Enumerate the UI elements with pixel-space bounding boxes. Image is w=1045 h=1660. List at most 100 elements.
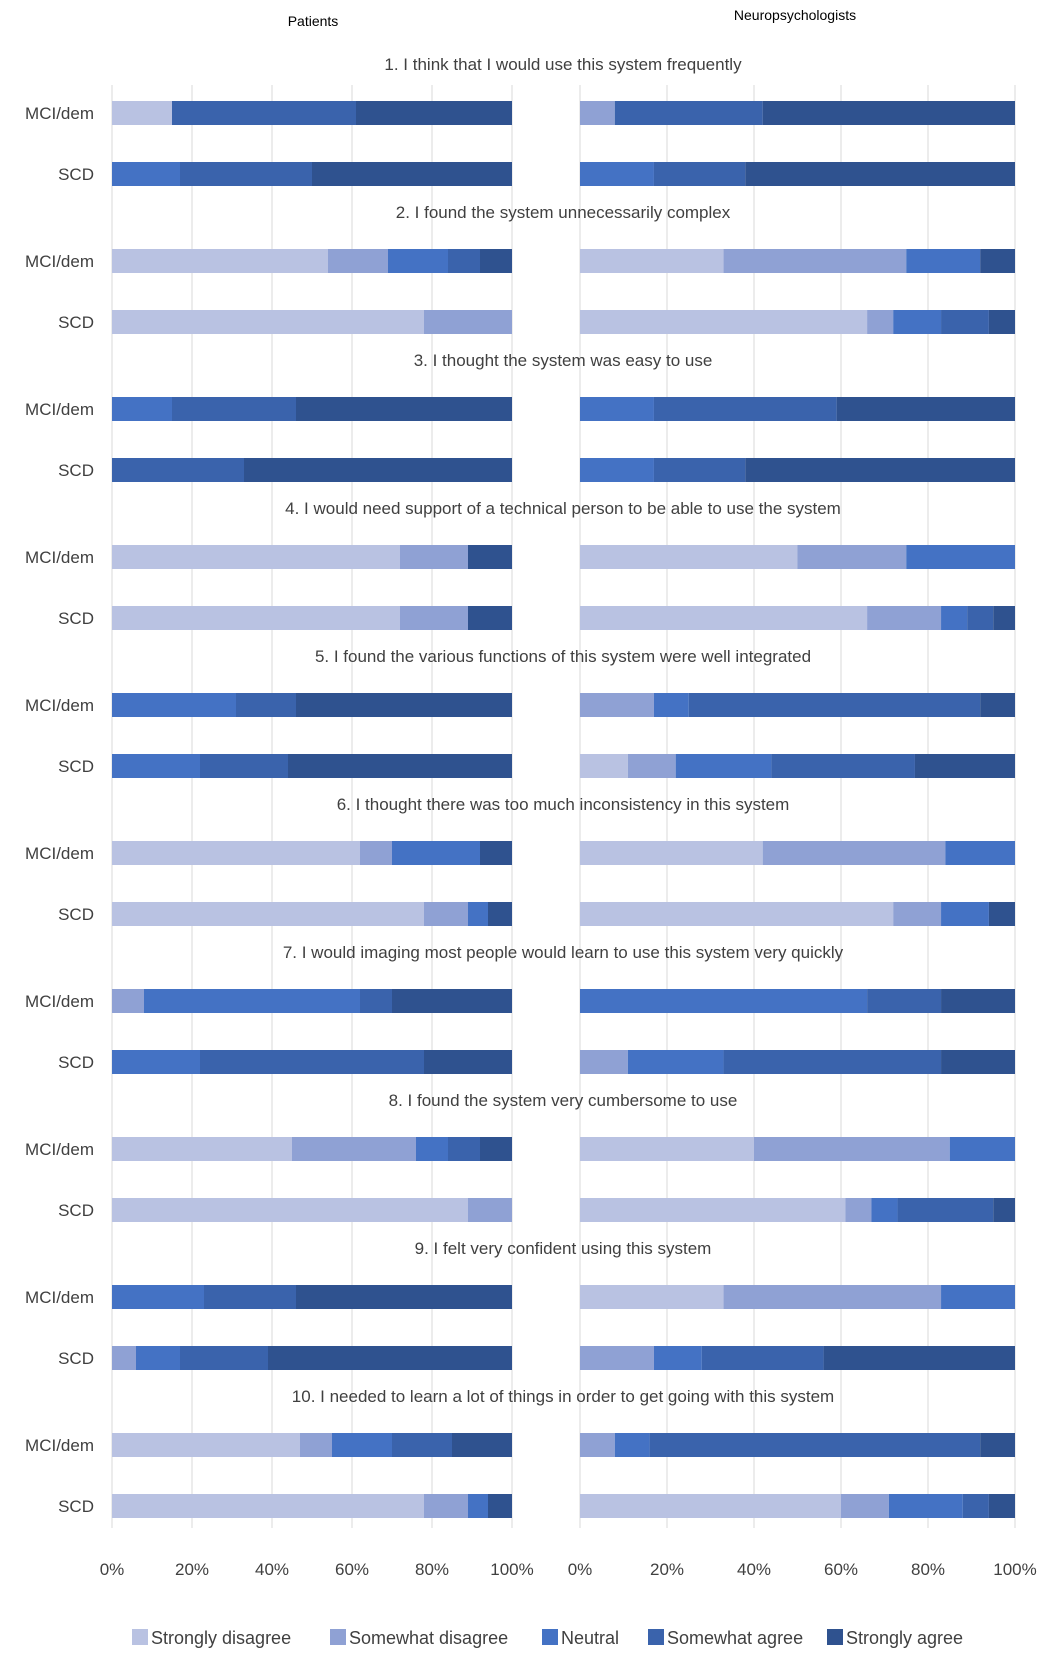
patients-tick-label: 60% <box>335 1560 369 1579</box>
bar-segment <box>580 1433 615 1457</box>
question-title: 6. I thought there was too much inconsis… <box>337 795 790 814</box>
bar-segment <box>871 1198 898 1222</box>
bar-segment <box>480 249 512 273</box>
bar-segment <box>962 1494 989 1518</box>
bar-segment <box>112 902 424 926</box>
bar-segment <box>893 310 942 334</box>
bar-segment <box>356 101 512 125</box>
neuro-tick-label: 80% <box>911 1560 945 1579</box>
bar-segment <box>360 841 392 865</box>
bar-segment <box>416 1137 448 1161</box>
bar-segment <box>580 1494 841 1518</box>
bar-segment <box>112 606 400 630</box>
neuro-tick-label: 60% <box>824 1560 858 1579</box>
row-label: SCD <box>58 1349 94 1368</box>
row-label: MCI/dem <box>25 696 94 715</box>
bar-segment <box>236 693 296 717</box>
bar-segment <box>980 693 1015 717</box>
row-label: MCI/dem <box>25 1140 94 1159</box>
bar-segment <box>762 841 946 865</box>
bar-segment <box>200 1050 424 1074</box>
row-label: MCI/dem <box>25 400 94 419</box>
bar-segment <box>993 1198 1015 1222</box>
row-label: MCI/dem <box>25 844 94 863</box>
bar-segment <box>580 101 615 125</box>
bar-segment <box>112 1050 200 1074</box>
bar-segment <box>941 1050 1015 1074</box>
bar-segment <box>112 397 172 421</box>
bar-segment <box>580 249 724 273</box>
bar-segment <box>797 545 907 569</box>
bar-segment <box>745 162 1015 186</box>
patients-tick-label: 80% <box>415 1560 449 1579</box>
row-label: SCD <box>58 1497 94 1516</box>
legend-swatch <box>330 1629 346 1645</box>
row-label: MCI/dem <box>25 1436 94 1455</box>
bar-segment <box>701 1346 824 1370</box>
bar-segment <box>112 693 236 717</box>
bar-segment <box>580 1346 654 1370</box>
row-label: MCI/dem <box>25 252 94 271</box>
patients-tick-label: 100% <box>490 1560 533 1579</box>
bar-segment <box>112 249 328 273</box>
bar-segment <box>180 162 312 186</box>
bar-segment <box>580 1137 754 1161</box>
patients-tick-label: 20% <box>175 1560 209 1579</box>
bar-segment <box>452 1433 512 1457</box>
bar-segment <box>172 397 296 421</box>
question-title: 5. I found the various functions of this… <box>315 647 811 666</box>
row-label: SCD <box>58 1053 94 1072</box>
bar-segment <box>360 989 392 1013</box>
bar-segment <box>941 1285 1015 1309</box>
bar-segment <box>941 989 1015 1013</box>
bar-segment <box>424 1494 468 1518</box>
bar-segment <box>914 754 1015 778</box>
bar-segment <box>941 606 968 630</box>
bar-segment <box>653 1346 702 1370</box>
bar-segment <box>200 754 288 778</box>
bar-segment <box>988 902 1015 926</box>
legend-swatch <box>542 1629 558 1645</box>
bar-segment <box>112 1285 204 1309</box>
bar-segment <box>388 249 448 273</box>
legend-label: Somewhat disagree <box>349 1628 508 1648</box>
bar-segment <box>580 397 654 421</box>
bar-segment <box>312 162 512 186</box>
bar-segment <box>845 1198 872 1222</box>
bar-segment <box>949 1137 1015 1161</box>
bar-segment <box>762 101 1015 125</box>
bar-segment <box>448 1137 480 1161</box>
row-label: SCD <box>58 1201 94 1220</box>
bar-segment <box>614 1433 650 1457</box>
bar-segment <box>893 902 942 926</box>
bar-segment <box>653 162 746 186</box>
question-title: 1. I think that I would use this system … <box>384 55 742 74</box>
x-axis-ticks: 0% 20% 40% 60% 80% 100% 0% 20% 40% 60% 80% 100% <box>100 1560 1037 1579</box>
bar-segment <box>424 310 512 334</box>
patients-tick-label: 40% <box>255 1560 289 1579</box>
bar-segment <box>488 902 512 926</box>
bar-segment <box>400 606 468 630</box>
labels: 1. I think that I would use this system … <box>25 55 844 1516</box>
bar-segment <box>112 1494 424 1518</box>
bar-segment <box>580 606 868 630</box>
legend: Strongly disagree Somewhat disagree Neutra… <box>132 1628 963 1648</box>
bar-segment <box>771 754 915 778</box>
bar-segment <box>468 545 512 569</box>
bar-segment <box>424 902 468 926</box>
row-label: SCD <box>58 461 94 480</box>
bar-segment <box>580 162 654 186</box>
bar-segment <box>723 249 907 273</box>
bar-segment <box>144 989 360 1013</box>
bar-segment <box>468 1494 488 1518</box>
bar-segment <box>296 693 512 717</box>
row-label: MCI/dem <box>25 1288 94 1307</box>
bar-segment <box>112 1433 300 1457</box>
bar-segment <box>268 1346 512 1370</box>
bar-segment <box>980 249 1015 273</box>
bar-segment <box>112 841 360 865</box>
bar-segment <box>988 1494 1015 1518</box>
bar-segment <box>906 249 981 273</box>
bar-segment <box>424 1050 512 1074</box>
bar-segment <box>448 249 480 273</box>
